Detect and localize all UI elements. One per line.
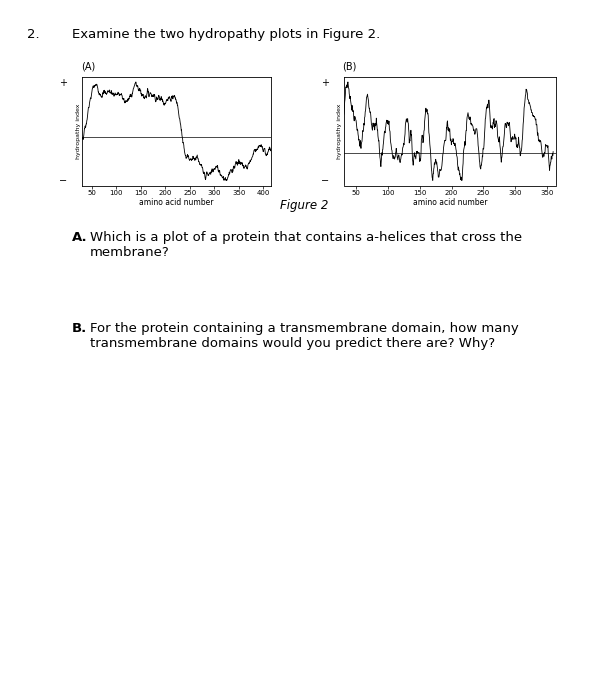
Text: −: −: [321, 176, 330, 186]
Text: (B): (B): [342, 62, 357, 71]
Text: +: +: [58, 78, 67, 88]
Text: +: +: [321, 78, 330, 88]
Text: A.: A.: [72, 231, 88, 244]
X-axis label: amino acid number: amino acid number: [139, 198, 213, 207]
Text: Figure 2: Figure 2: [280, 199, 328, 212]
Text: 2.: 2.: [27, 28, 40, 41]
Y-axis label: hydropathy index: hydropathy index: [337, 104, 342, 159]
Text: Which is a plot of a protein that contains a-helices that cross the
membrane?: Which is a plot of a protein that contai…: [90, 231, 522, 259]
Text: (A): (A): [81, 62, 95, 71]
Text: Examine the two hydropathy plots in Figure 2.: Examine the two hydropathy plots in Figu…: [72, 28, 380, 41]
Y-axis label: hydropathy index: hydropathy index: [75, 104, 81, 159]
Text: −: −: [58, 176, 67, 186]
Text: B.: B.: [72, 322, 87, 335]
Text: For the protein containing a transmembrane domain, how many
transmembrane domain: For the protein containing a transmembra…: [90, 322, 519, 350]
X-axis label: amino acid number: amino acid number: [413, 198, 487, 207]
